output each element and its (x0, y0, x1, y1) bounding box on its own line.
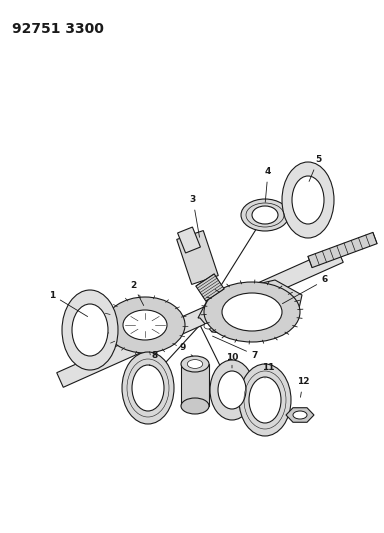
Ellipse shape (211, 297, 219, 303)
Polygon shape (57, 248, 343, 387)
Text: 7: 7 (212, 336, 258, 359)
Text: 11: 11 (262, 364, 274, 378)
Text: 5: 5 (309, 156, 321, 181)
Ellipse shape (122, 352, 174, 424)
Polygon shape (177, 231, 218, 285)
Polygon shape (177, 227, 200, 253)
Polygon shape (286, 408, 314, 422)
Ellipse shape (210, 360, 254, 420)
Text: 8: 8 (149, 351, 158, 366)
Ellipse shape (62, 290, 118, 370)
Ellipse shape (123, 310, 167, 340)
Polygon shape (308, 232, 377, 268)
Text: 92751 3300: 92751 3300 (12, 22, 104, 36)
Ellipse shape (292, 176, 324, 224)
Ellipse shape (293, 411, 307, 419)
Ellipse shape (239, 364, 291, 436)
Text: 2: 2 (130, 280, 144, 305)
Text: 12: 12 (297, 377, 309, 397)
Ellipse shape (279, 325, 287, 331)
Polygon shape (196, 274, 224, 301)
Text: 9: 9 (180, 343, 193, 356)
Ellipse shape (286, 299, 294, 305)
Ellipse shape (252, 206, 278, 224)
Ellipse shape (187, 360, 203, 368)
Text: 3: 3 (190, 196, 200, 237)
Text: 6: 6 (282, 276, 328, 304)
Ellipse shape (181, 356, 209, 372)
Ellipse shape (218, 371, 246, 409)
Text: 1: 1 (49, 290, 88, 317)
Text: 10: 10 (226, 353, 238, 368)
Ellipse shape (282, 162, 334, 238)
Ellipse shape (222, 293, 282, 331)
Text: 4: 4 (265, 167, 271, 202)
Polygon shape (198, 280, 302, 338)
Ellipse shape (241, 199, 289, 231)
Ellipse shape (204, 282, 300, 342)
Ellipse shape (105, 297, 185, 353)
Ellipse shape (72, 304, 108, 356)
Ellipse shape (204, 323, 212, 329)
Ellipse shape (181, 398, 209, 414)
Polygon shape (181, 364, 209, 406)
Ellipse shape (132, 365, 164, 411)
Ellipse shape (249, 377, 281, 423)
